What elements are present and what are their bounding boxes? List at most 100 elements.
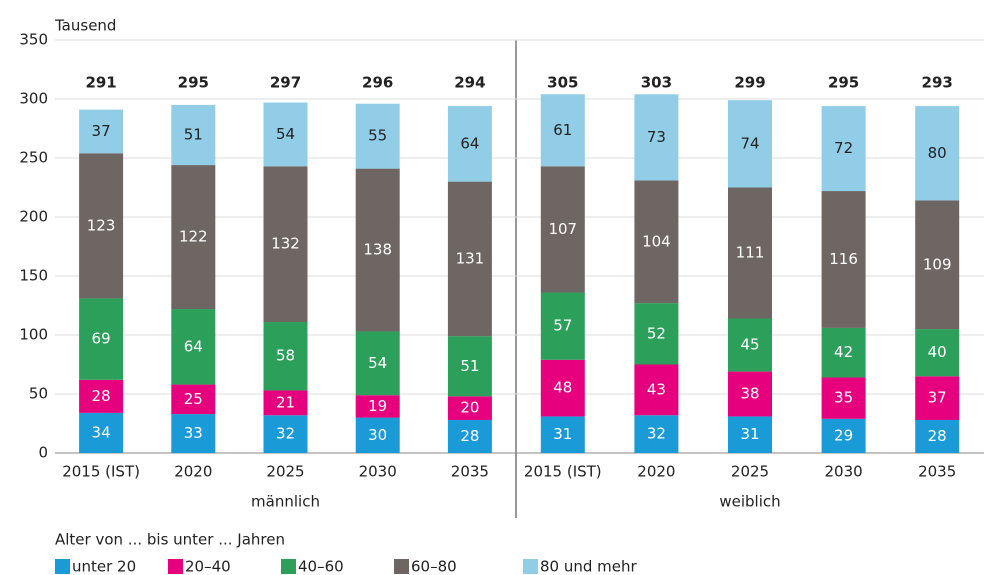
bar-segment — [634, 303, 679, 365]
legend-label: 40–60 — [298, 558, 344, 575]
total-label: 296 — [362, 74, 393, 92]
value-label: 52 — [647, 324, 666, 342]
value-label: 61 — [553, 121, 572, 139]
y-tick-label: 100 — [19, 326, 48, 344]
legend-swatch — [168, 559, 183, 574]
value-label: 131 — [456, 249, 485, 267]
x-tick-label: 2035 — [451, 463, 489, 481]
bar-segment — [79, 109, 124, 154]
value-label: 80 — [928, 144, 947, 162]
legend-title: Alter von ... bis unter ... Jahren — [55, 531, 285, 549]
bar-segment — [447, 181, 492, 337]
value-label: 58 — [276, 347, 295, 365]
bar-segment — [915, 200, 960, 330]
bar-segment — [728, 416, 772, 453]
value-label: 57 — [553, 317, 572, 335]
x-tick-label: 2015 (IST) — [524, 463, 602, 481]
value-label: 20 — [460, 399, 479, 417]
panel-label: weiblich — [719, 493, 780, 511]
value-label: 28 — [928, 427, 947, 445]
value-label: 32 — [647, 425, 666, 443]
y-tick-label: 250 — [19, 149, 48, 167]
legend-swatch — [55, 559, 70, 574]
legend-swatch — [394, 559, 409, 574]
y-tick-label: 300 — [19, 90, 48, 108]
total-label: 293 — [922, 74, 953, 92]
bar-segment — [355, 395, 400, 418]
total-label: 303 — [641, 74, 672, 92]
y-tick-label: 350 — [19, 31, 48, 49]
value-label: 38 — [740, 385, 759, 403]
bar-segment — [79, 379, 124, 413]
bar-segment — [447, 336, 492, 397]
bar-segment — [447, 396, 492, 420]
bar-segment — [915, 329, 960, 377]
value-label: 51 — [184, 125, 203, 143]
bar-segment — [79, 153, 124, 299]
legend-swatch — [281, 559, 296, 574]
bar-segment — [171, 414, 216, 453]
value-label: 31 — [553, 425, 572, 443]
bar-segment — [634, 415, 679, 453]
bar-segment — [915, 376, 960, 420]
x-tick-label: 2020 — [637, 463, 675, 481]
value-label: 122 — [179, 228, 208, 246]
legend-label: 80 und mehr — [540, 558, 638, 575]
value-label: 138 — [363, 241, 392, 259]
value-label: 64 — [460, 134, 479, 152]
bar-segment — [634, 180, 679, 304]
bar-segment — [263, 102, 308, 167]
bar-segment — [821, 191, 866, 328]
value-label: 25 — [184, 390, 203, 408]
bar-segment — [540, 416, 585, 453]
bar-segment — [355, 331, 400, 396]
value-label: 29 — [834, 426, 853, 444]
bar-segment — [540, 359, 585, 417]
value-label: 72 — [834, 139, 853, 157]
bar-segment — [728, 187, 772, 319]
value-label: 111 — [736, 243, 765, 261]
value-label: 28 — [460, 427, 479, 445]
y-tick-label: 0 — [38, 444, 48, 462]
value-label: 55 — [368, 127, 387, 145]
bar-segment — [263, 390, 308, 416]
y-unit: Tausend — [54, 17, 116, 35]
bar-segment — [540, 292, 585, 360]
value-label: 43 — [647, 380, 666, 398]
legend-label: unter 20 — [72, 558, 136, 575]
legend-label: 60–80 — [411, 558, 457, 575]
bar-segment — [634, 94, 679, 181]
bar-segment — [821, 418, 866, 453]
value-label: 31 — [740, 425, 759, 443]
value-label: 37 — [928, 389, 947, 407]
panel-label: männlich — [251, 493, 320, 511]
value-label: 109 — [923, 255, 952, 273]
y-tick-label: 150 — [19, 267, 48, 285]
value-label: 42 — [834, 343, 853, 361]
x-tick-label: 2035 — [918, 463, 956, 481]
total-label: 294 — [454, 74, 485, 92]
value-label: 40 — [928, 343, 947, 361]
value-label: 116 — [829, 250, 858, 268]
value-label: 107 — [548, 220, 577, 238]
x-tick-label: 2015 (IST) — [62, 463, 140, 481]
bar-segment — [821, 106, 866, 192]
bar-segment — [728, 318, 772, 372]
value-label: 48 — [553, 379, 572, 397]
x-tick-label: 2025 — [266, 463, 304, 481]
value-label: 19 — [368, 397, 387, 415]
x-tick-label: 2025 — [731, 463, 769, 481]
bar-segment — [540, 166, 585, 293]
value-label: 21 — [276, 393, 295, 411]
y-tick-label: 200 — [19, 208, 48, 226]
value-label: 45 — [740, 336, 759, 354]
bar-segment — [915, 419, 960, 453]
bar-segment — [263, 322, 308, 391]
value-label: 34 — [92, 423, 111, 441]
total-label: 295 — [178, 74, 209, 92]
bar-segment — [634, 364, 679, 416]
value-label: 37 — [92, 122, 111, 140]
bar-segment — [447, 419, 492, 453]
value-label: 104 — [642, 232, 671, 250]
